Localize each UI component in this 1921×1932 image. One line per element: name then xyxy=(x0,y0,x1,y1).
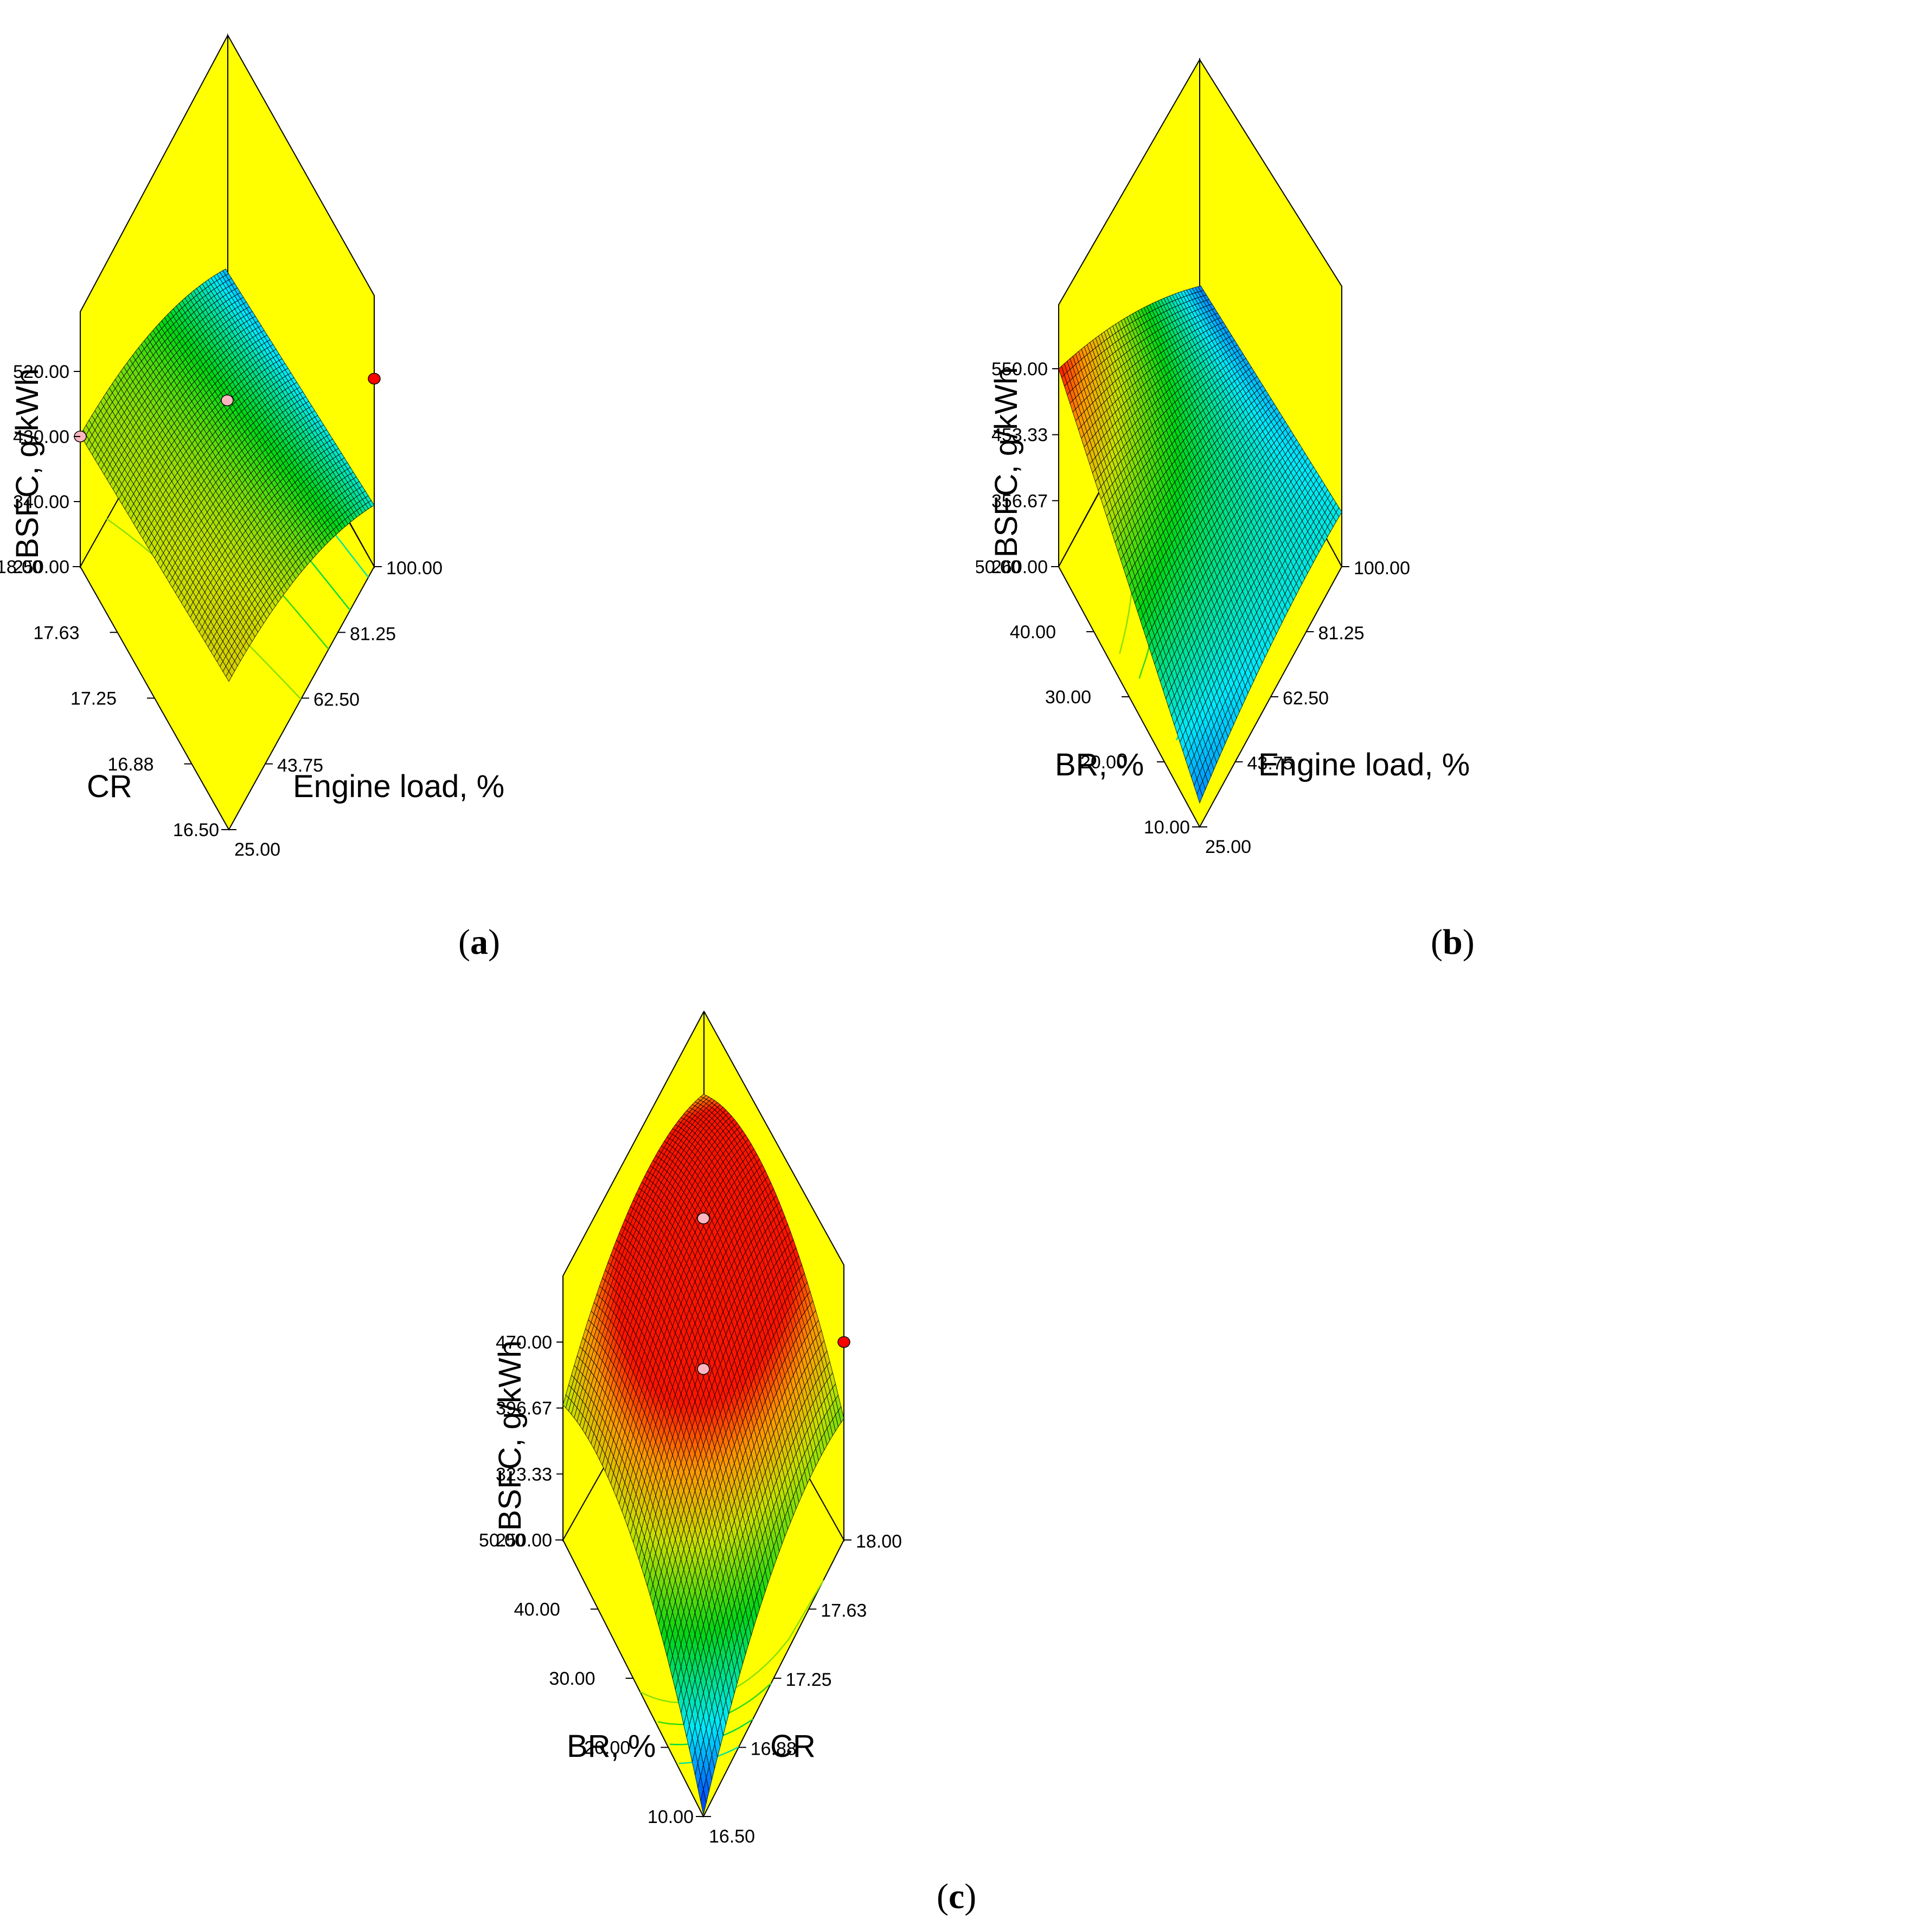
response-surface xyxy=(1058,285,1342,804)
x-axis-title: CR xyxy=(87,769,132,804)
y-tick-label: 25.00 xyxy=(234,839,280,860)
surface-cell xyxy=(225,671,232,682)
surface-plot-a: 18.00 17.63 17.25 16.88 16.50 25.00 43.75 62.50… xyxy=(0,33,504,860)
y-tick-label: 100.00 xyxy=(386,558,443,579)
z-tick-label: 520.00 xyxy=(13,362,69,382)
y-axis-title: Engine load, % xyxy=(293,769,504,804)
design-point-marker xyxy=(221,394,234,407)
surface-plot-b: 50.0040.0030.0020.0010.0025.0043.7562.50… xyxy=(976,57,1470,857)
chart-panel-b: 50.00 40.00 30.00 20.00 10.00 25.00 43.75 62.50… xyxy=(976,0,1921,868)
x-tick-label: 17.63 xyxy=(33,622,79,643)
x-tick-label: 16.88 xyxy=(107,754,153,775)
y-tick-label: 62.50 xyxy=(313,690,360,710)
z-tick-label: 250.00 xyxy=(13,557,69,577)
z-axis-title: BSFC, g/kWh xyxy=(10,368,45,559)
y-tick-label: 81.25 xyxy=(350,624,396,644)
chart-panel-a: 18.00 17.63 17.25 16.88 16.50 25.00 43.75 62.50… xyxy=(0,0,965,868)
y-tick-label: 43.75 xyxy=(277,755,323,776)
axes-ticks: 18.00 17.63 17.25 16.88 16.50 25.00 43.75 62.50… xyxy=(0,362,443,860)
response-surface xyxy=(80,268,375,682)
x-tick-label: 17.25 xyxy=(71,689,117,709)
design-point-marker xyxy=(368,373,381,385)
x-tick-label: 18.00 xyxy=(0,557,42,577)
x-tick-label: 16.50 xyxy=(173,820,219,840)
z-tick-label: 340.00 xyxy=(13,492,69,512)
z-tick-label: 430.00 xyxy=(13,427,69,447)
